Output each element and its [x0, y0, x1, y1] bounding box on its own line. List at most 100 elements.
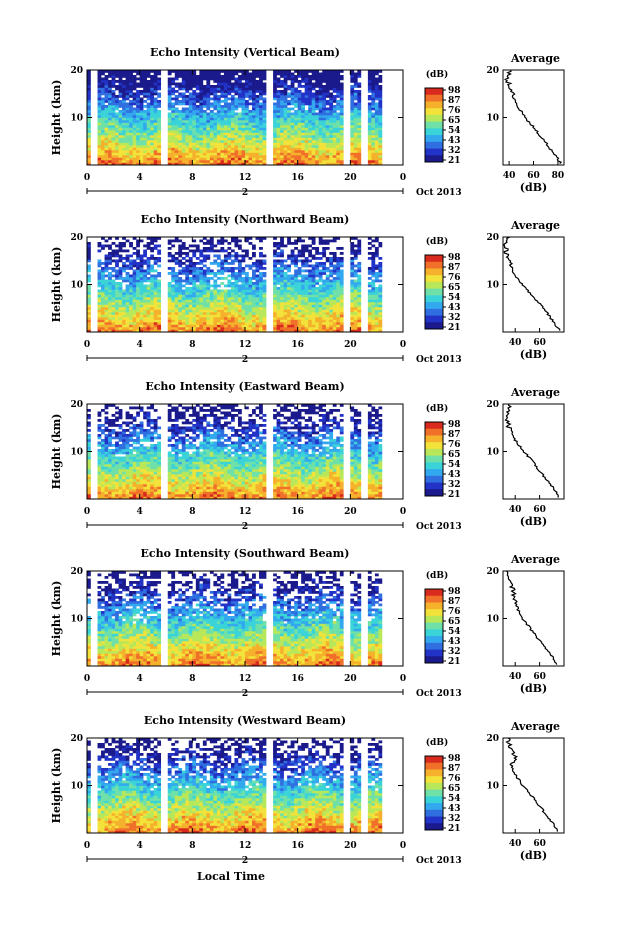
heatmap-cell — [167, 95, 172, 98]
heatmap-cell — [87, 157, 91, 161]
heatmap-cell — [308, 145, 313, 148]
heatmap-cell — [157, 115, 162, 118]
heatmap-cell — [209, 304, 214, 308]
heatmap-cell — [252, 132, 256, 136]
heatmap-cell — [301, 140, 305, 143]
heatmap-cell — [115, 304, 119, 308]
heatmap-cell — [143, 314, 147, 318]
heatmap-cell — [273, 125, 277, 128]
heatmap-cell — [220, 327, 225, 330]
heatmap-cell — [153, 85, 158, 88]
heatmap-cell — [371, 160, 376, 163]
heatmap-cell — [139, 100, 144, 103]
heatmap-cell — [255, 122, 260, 126]
heatmap-cell — [111, 125, 116, 128]
heatmap-cell — [308, 282, 313, 285]
heatmap-cell — [329, 317, 334, 320]
heatmap-cell — [304, 302, 309, 305]
heatmap-cell — [325, 292, 330, 295]
heatmap-cell — [297, 267, 302, 270]
heatmap-cell — [374, 274, 379, 278]
heatmap-cell — [143, 92, 147, 96]
heatmap-cell — [108, 262, 112, 265]
heatmap-cell — [178, 75, 183, 78]
heatmap-cell — [276, 100, 281, 103]
heatmap-cell — [87, 314, 91, 318]
heatmap-cell — [227, 252, 232, 255]
heatmap-cell — [171, 297, 176, 300]
heatmap-cell — [209, 329, 214, 333]
heatmap-cell — [371, 304, 376, 308]
heatmap-cell — [174, 115, 179, 118]
heatmap-cell — [178, 82, 183, 86]
heatmap-cell — [297, 70, 302, 73]
heatmap-cell — [216, 102, 221, 106]
heatmap-cell — [350, 132, 355, 136]
heatmap-cell — [104, 292, 109, 295]
heatmap-cell — [262, 130, 267, 133]
heatmap-cell — [185, 160, 190, 163]
heatmap-cell — [115, 122, 119, 126]
heatmap-cell — [185, 264, 190, 268]
heatmap-cell — [132, 80, 137, 83]
heatmap-cell — [329, 160, 334, 163]
heatmap-cell — [245, 80, 249, 83]
heatmap-cell — [178, 157, 183, 161]
heatmap-cell — [192, 254, 197, 258]
heatmap-cell — [304, 150, 309, 153]
heatmap-cell — [216, 307, 221, 310]
heatmap-cell — [308, 80, 313, 83]
heatmap-cell — [104, 257, 109, 260]
heatmap-cell — [255, 120, 260, 123]
heatmap-cell — [223, 70, 228, 73]
heatmap-cell — [230, 160, 235, 163]
heatmap-cell — [153, 292, 158, 295]
heatmap-cell — [188, 127, 193, 131]
avg-x-tick-label: 80 — [552, 171, 565, 181]
heatmap-cell — [174, 110, 179, 113]
heatmap-cell — [125, 92, 130, 96]
heatmap-cell — [209, 147, 214, 151]
heatmap-cell — [104, 112, 109, 116]
avg-y-tick-label: 20 — [486, 66, 499, 76]
heatmap-cell — [118, 100, 123, 103]
heatmap-cell — [223, 137, 228, 141]
heatmap-cell — [115, 272, 119, 275]
heatmap-cell — [280, 312, 284, 315]
heatmap-cell — [301, 110, 305, 113]
heatmap-cell — [139, 254, 144, 258]
heatmap-cell — [245, 110, 249, 113]
heatmap-cell — [290, 140, 295, 143]
heatmap-cell — [259, 160, 263, 163]
heatmap-cell — [199, 80, 204, 83]
heatmap-cell — [199, 117, 204, 121]
heatmap-cell — [129, 85, 133, 88]
heatmap-cell — [255, 322, 260, 325]
heatmap-cell — [87, 92, 91, 96]
heatmap-cell — [273, 312, 277, 315]
heatmap-cell — [336, 85, 341, 88]
heatmap-cell — [97, 274, 102, 278]
heatmap-cell — [188, 294, 193, 298]
heatmap-cell — [276, 137, 281, 141]
heatmap-cell — [181, 299, 186, 303]
heatmap-cell — [245, 125, 249, 128]
heatmap-cell — [230, 292, 235, 295]
heatmap-cell — [192, 77, 197, 81]
heatmap-cell — [280, 80, 284, 83]
heatmap-cell — [87, 85, 91, 88]
heatmap-cell — [374, 80, 379, 83]
heatmap-cell — [188, 297, 193, 300]
heatmap-cell — [181, 85, 186, 88]
heatmap-cell — [188, 97, 193, 101]
heatmap-cell — [146, 112, 151, 116]
heatmap-cell — [322, 312, 327, 315]
heatmap-cell — [146, 317, 151, 320]
heatmap-cell — [167, 125, 172, 128]
heatmap-cell — [174, 70, 179, 73]
colorbar-band — [425, 125, 443, 129]
heatmap-cell — [371, 282, 376, 285]
heatmap-cell — [150, 284, 155, 288]
heatmap-cell — [167, 297, 172, 300]
heatmap-cell — [171, 304, 176, 308]
